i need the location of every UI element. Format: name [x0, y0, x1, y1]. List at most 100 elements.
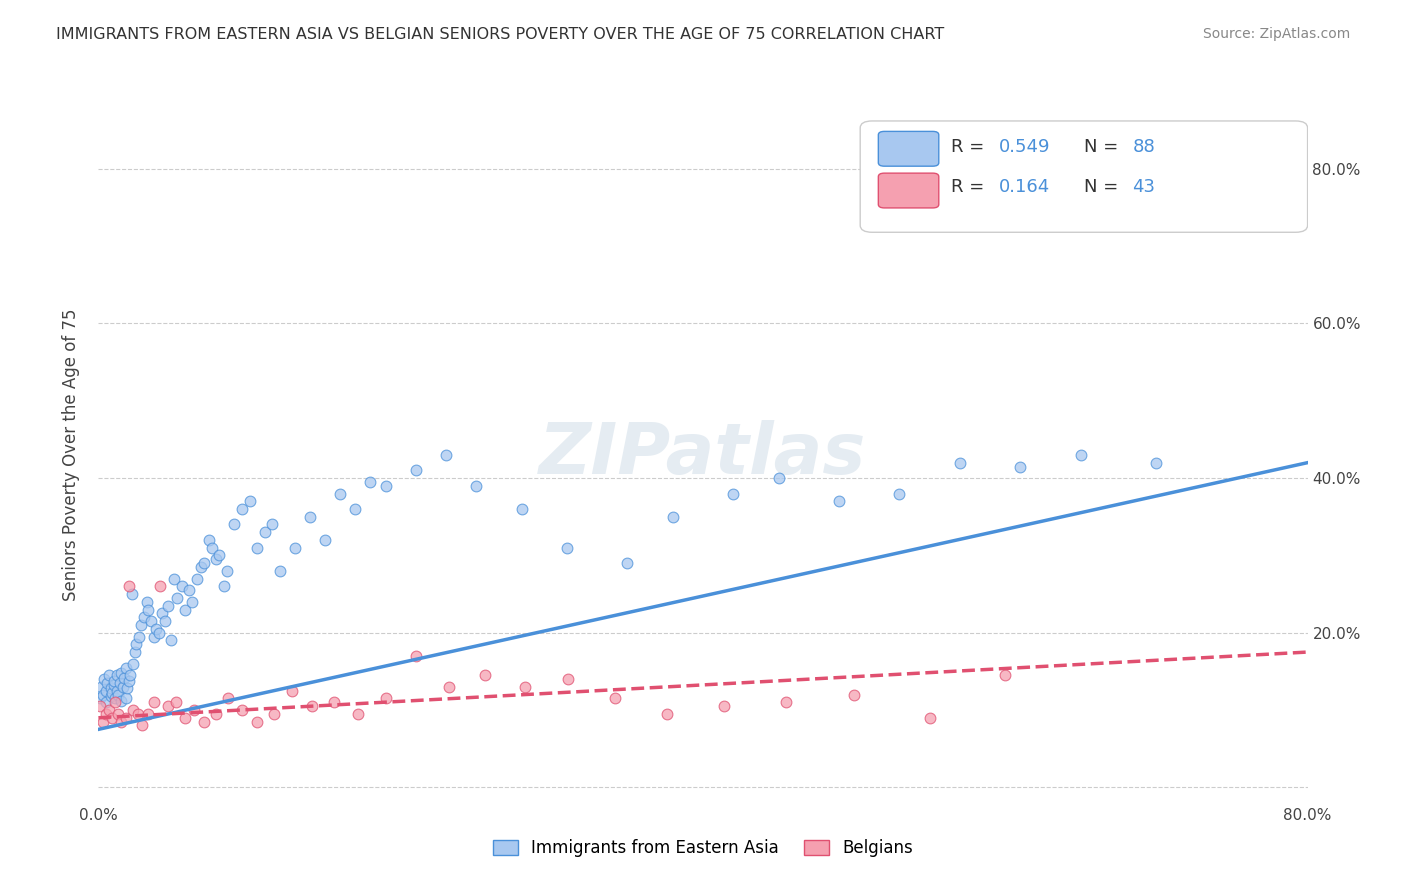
Point: [655, 706, 678, 721]
Point: [143, 630, 166, 644]
Point: [284, 541, 307, 555]
Point: [89, 699, 111, 714]
Point: [98, 703, 121, 717]
Point: [513, 680, 536, 694]
Point: [662, 509, 685, 524]
Point: [156, 699, 179, 714]
Point: [170, 579, 193, 593]
Point: [94, 695, 117, 709]
Point: [323, 695, 346, 709]
Point: [269, 564, 291, 578]
Point: [108, 676, 131, 690]
Point: [166, 591, 188, 605]
Point: [94, 706, 117, 721]
Point: [217, 691, 239, 706]
Point: [299, 509, 322, 524]
Point: [173, 711, 195, 725]
Point: [239, 494, 262, 508]
FancyBboxPatch shape: [860, 121, 1308, 232]
Point: [114, 711, 136, 725]
Legend: Immigrants from Eastern Asia, Belgians: Immigrants from Eastern Asia, Belgians: [486, 833, 920, 864]
Point: [775, 695, 797, 709]
Point: [197, 533, 219, 547]
Point: [110, 714, 132, 729]
Point: [101, 711, 124, 725]
Point: [96, 676, 118, 690]
Point: [149, 579, 172, 593]
Point: [100, 681, 122, 696]
Point: [474, 668, 496, 682]
Point: [93, 672, 115, 686]
Point: [360, 475, 382, 489]
Point: [246, 714, 269, 729]
Point: [1010, 459, 1032, 474]
Point: [153, 614, 176, 628]
Point: [111, 680, 134, 694]
Point: [253, 525, 276, 540]
Point: [114, 660, 136, 674]
Point: [135, 595, 157, 609]
Text: 43: 43: [1132, 178, 1156, 196]
Point: [281, 683, 304, 698]
Point: [190, 560, 212, 574]
Text: ZIPatlas: ZIPatlas: [540, 420, 866, 490]
Point: [121, 587, 143, 601]
Point: [405, 648, 427, 663]
Point: [231, 703, 253, 717]
Point: [104, 695, 127, 709]
Point: [844, 688, 866, 702]
Point: [186, 572, 208, 586]
Point: [1070, 448, 1092, 462]
Point: [122, 703, 145, 717]
Point: [616, 556, 638, 570]
Point: [215, 564, 238, 578]
FancyBboxPatch shape: [879, 131, 939, 166]
Point: [105, 683, 128, 698]
Point: [183, 703, 205, 717]
Point: [949, 456, 972, 470]
Point: [124, 645, 146, 659]
Point: [122, 657, 145, 671]
Point: [374, 691, 396, 706]
Text: 0.549: 0.549: [1000, 138, 1050, 156]
Point: [212, 579, 235, 593]
Point: [91, 688, 114, 702]
Text: 88: 88: [1132, 138, 1154, 156]
Point: [918, 711, 941, 725]
Point: [160, 633, 183, 648]
Point: [127, 706, 149, 721]
Text: R =: R =: [950, 178, 990, 196]
Point: [510, 502, 533, 516]
Point: [173, 602, 195, 616]
Point: [163, 572, 186, 586]
Point: [136, 706, 159, 721]
Point: [555, 541, 578, 555]
Point: [889, 486, 911, 500]
Point: [231, 502, 253, 516]
Point: [141, 614, 163, 628]
Point: [208, 549, 231, 563]
Point: [120, 668, 142, 682]
Point: [405, 463, 427, 477]
Point: [118, 579, 141, 593]
Point: [181, 595, 204, 609]
Point: [129, 618, 152, 632]
Point: [201, 541, 224, 555]
Point: [301, 699, 323, 714]
Point: [224, 517, 246, 532]
Point: [131, 718, 153, 732]
Point: [125, 637, 148, 651]
Text: 0.164: 0.164: [1000, 178, 1050, 196]
Point: [263, 706, 285, 721]
Point: [262, 517, 284, 532]
Point: [605, 691, 627, 706]
Point: [110, 665, 132, 680]
Text: R =: R =: [950, 138, 990, 156]
Text: Source: ZipAtlas.com: Source: ZipAtlas.com: [1202, 27, 1350, 41]
Point: [132, 610, 155, 624]
Point: [314, 533, 336, 547]
Point: [90, 680, 112, 694]
Point: [98, 668, 121, 682]
Point: [136, 602, 159, 616]
Point: [828, 494, 851, 508]
